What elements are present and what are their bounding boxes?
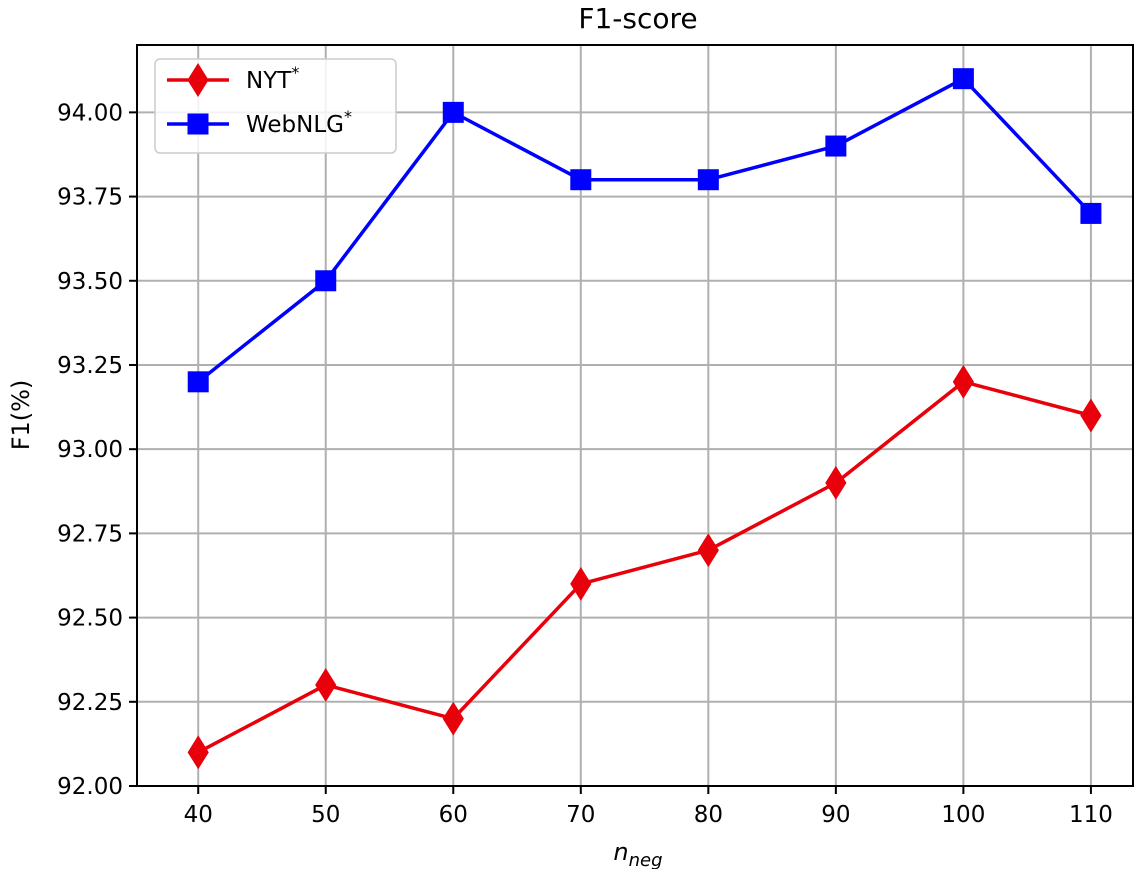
series-webnlg — [187, 68, 1102, 393]
plot-frame — [136, 44, 1134, 787]
series-line-webnlg — [197, 76, 1093, 384]
x-tick-label: 50 — [311, 802, 340, 828]
series-line-nyt — [197, 380, 1092, 754]
x-tick-label: 110 — [1069, 802, 1113, 828]
data-point-webnlg — [570, 169, 592, 191]
data-point-webnlg — [697, 169, 719, 191]
y-tick-label: 92.00 — [57, 774, 123, 800]
x-tick-label: 80 — [694, 802, 723, 828]
x-tick-label: 70 — [566, 802, 595, 828]
data-point-nyt — [697, 533, 719, 568]
data-point-nyt — [1080, 398, 1102, 433]
x-tick-label: 60 — [439, 802, 468, 828]
legend-item-webnlg: WebNLG* — [167, 107, 352, 138]
x-axis-label-sub: neg — [629, 850, 663, 869]
data-point-webnlg — [952, 68, 974, 90]
legend: NYT*WebNLG* — [154, 58, 397, 154]
y-axis-label: F1(%) — [7, 380, 35, 451]
x-tick-label: 40 — [184, 802, 213, 828]
y-tick-label: 93.00 — [57, 437, 123, 463]
series-layer — [187, 68, 1102, 770]
legend-label-nyt: NYT* — [246, 63, 299, 94]
axis-ticks: 40 50 60 70 80 90 100 110 92.00 92.25 92.50 92.75 93… — [57, 100, 1113, 828]
x-axis-label: nneg — [613, 838, 662, 869]
x-tick-label: 90 — [821, 802, 850, 828]
y-tick-label: 94.00 — [57, 100, 123, 126]
y-tick-label: 92.50 — [57, 606, 123, 632]
data-point-webnlg — [825, 135, 847, 157]
data-point-nyt — [570, 566, 592, 601]
y-tick-label: 93.25 — [57, 353, 123, 379]
chart-title: F1-score — [578, 2, 697, 35]
legend-marker-webnlg — [187, 113, 209, 135]
data-point-nyt — [315, 668, 337, 702]
data-point-nyt — [825, 465, 847, 500]
legend-marker-nyt — [187, 63, 209, 97]
series-nyt — [187, 364, 1102, 770]
legend-box — [154, 58, 397, 154]
data-point-webnlg — [1080, 202, 1102, 224]
data-point-webnlg — [442, 101, 464, 123]
legend-superscript-nyt: * — [291, 63, 299, 82]
y-tick-label: 92.75 — [57, 521, 123, 547]
data-point-nyt — [187, 735, 209, 770]
y-tick-label: 93.50 — [57, 269, 123, 295]
legend-item-nyt: NYT* — [167, 63, 299, 97]
data-point-webnlg — [315, 270, 337, 292]
legend-superscript-webnlg: * — [344, 107, 352, 126]
x-axis-label-main: n — [613, 838, 628, 866]
legend-label-webnlg: WebNLG* — [246, 107, 352, 138]
legend-name-webnlg: WebNLG — [246, 112, 344, 138]
data-point-nyt — [442, 701, 464, 736]
y-tick-label: 92.25 — [57, 690, 123, 716]
grid-lines — [137, 45, 1133, 787]
x-tick-label: 100 — [941, 802, 985, 828]
data-point-nyt — [952, 364, 974, 399]
legend-name-nyt: NYT — [246, 68, 292, 94]
y-tick-label: 93.75 — [57, 185, 123, 211]
data-point-webnlg — [187, 371, 209, 393]
